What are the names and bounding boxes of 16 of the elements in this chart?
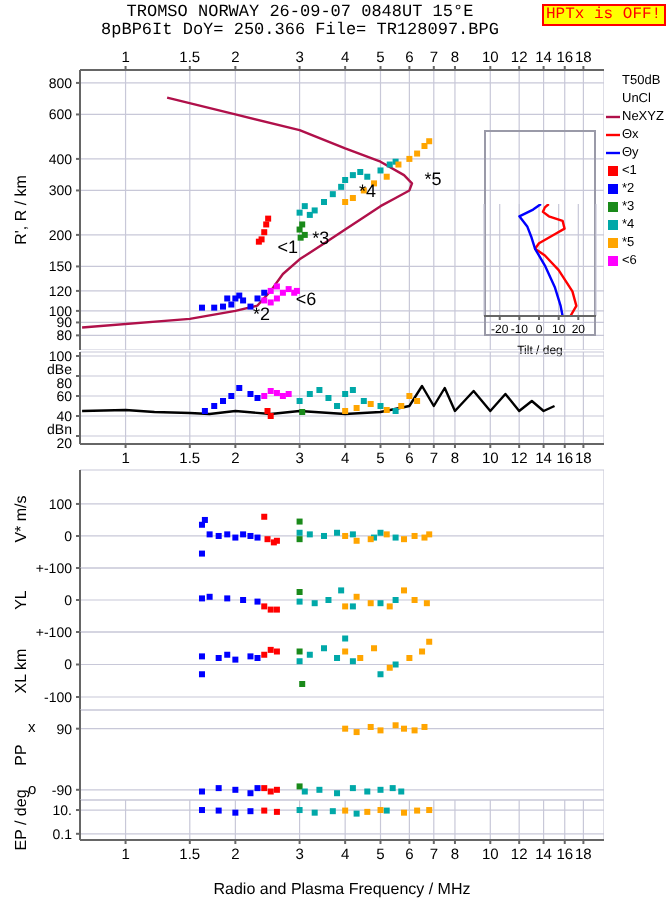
y-axis-title: EP / deg xyxy=(11,789,30,851)
y-axis-title: PP xyxy=(11,744,30,766)
chart-title: TROMSO NORWAY 26-09-07 0848UT 15°E xyxy=(126,2,474,22)
text: HPTx is OFF! xyxy=(542,4,666,26)
y-axis-title: V* m/s xyxy=(11,495,30,543)
chart-subtitle: 8pBP6It DoY= 250.366 File= TR128097.BPG xyxy=(99,20,501,40)
y-axis-title: XL km xyxy=(11,647,30,694)
y-axis-title: R', R / km xyxy=(11,174,30,245)
annotation: *5 xyxy=(424,168,442,189)
annotation: <6 xyxy=(295,288,317,309)
annotation: *2 xyxy=(253,303,271,324)
annotation: *3 xyxy=(312,228,330,249)
x-axis-title: Radio and Plasma Frequency / MHz xyxy=(213,880,471,898)
annotation: *4 xyxy=(359,180,377,201)
annotation: <1 xyxy=(277,236,299,257)
y-axis-title: YL xyxy=(11,589,30,610)
